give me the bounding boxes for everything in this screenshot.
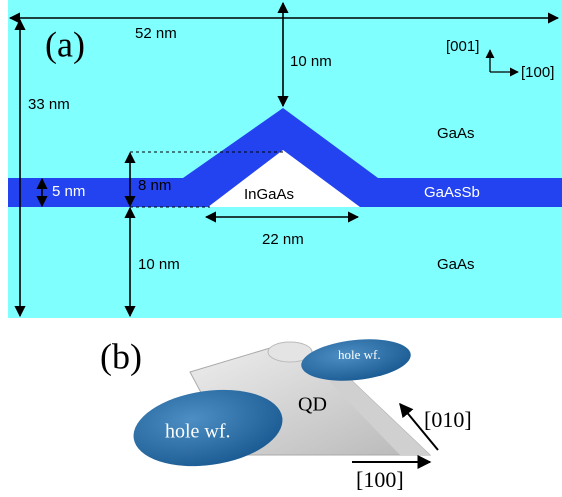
dimension-label: 10 nm — [290, 53, 332, 70]
material-label: GaAsSb — [424, 184, 480, 201]
axis-label: [100] — [521, 64, 554, 81]
dimension-label: 8 nm — [138, 177, 171, 194]
panel-label: (a) — [45, 24, 85, 64]
figure: (a) 52 nm 10 nm 33 nm 5 nm 8 nm 10 nm 22… — [0, 0, 562, 497]
wavefunction-label: hole wf. — [338, 347, 381, 362]
material-label: InGaAs — [244, 186, 294, 203]
axis-label: [001] — [446, 38, 479, 55]
material-label: GaAs — [437, 125, 475, 142]
dimension-label: 22 nm — [262, 231, 304, 248]
dimension-label: 10 nm — [138, 256, 180, 273]
material-label: GaAs — [437, 256, 475, 273]
panel-a: (a) 52 nm 10 nm 33 nm 5 nm 8 nm 10 nm 22… — [8, 0, 562, 318]
panel-label: (b) — [100, 336, 142, 376]
panel-b: (b) hole wf. hole wf. QD [010] [100] — [100, 334, 472, 492]
axis-label: [100] — [356, 467, 404, 492]
wavefunction-label: hole wf. — [165, 421, 231, 443]
dimension-label: 5 nm — [52, 183, 85, 200]
dimension-label: 52 nm — [135, 25, 177, 42]
dimension-label: 33 nm — [28, 96, 70, 113]
dot-label: QD — [298, 394, 327, 416]
axis-label: [010] — [424, 407, 472, 432]
